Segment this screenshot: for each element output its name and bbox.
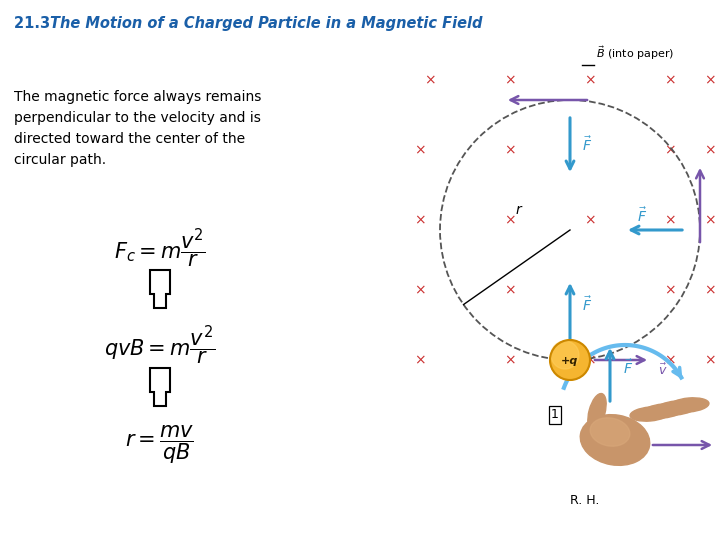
Text: $\vec{B}$ (into paper): $\vec{B}$ (into paper) xyxy=(596,44,674,62)
Text: ×: × xyxy=(704,73,716,87)
Text: ×: × xyxy=(424,73,436,87)
Text: ×: × xyxy=(504,143,516,157)
Text: r: r xyxy=(515,203,521,217)
Text: The magnetic force always remains
perpendicular to the velocity and is
directed : The magnetic force always remains perpen… xyxy=(14,90,261,167)
Text: ×: × xyxy=(664,143,676,157)
Text: ×: × xyxy=(504,213,516,227)
Text: ×: × xyxy=(504,283,516,297)
Text: The Motion of a Charged Particle in a Magnetic Field: The Motion of a Charged Particle in a Ma… xyxy=(50,16,482,31)
Circle shape xyxy=(550,340,590,380)
Text: ×: × xyxy=(584,353,596,367)
Ellipse shape xyxy=(588,394,606,430)
Text: $\vec{v}$: $\vec{v}$ xyxy=(658,362,667,377)
Ellipse shape xyxy=(630,407,670,421)
Text: ×: × xyxy=(664,283,676,297)
Text: +q: +q xyxy=(562,356,579,366)
Text: $\vec{F}$: $\vec{F}$ xyxy=(582,296,592,314)
Text: $F_c = m\dfrac{v^2}{r}$: $F_c = m\dfrac{v^2}{r}$ xyxy=(114,226,206,270)
Text: ×: × xyxy=(414,283,426,297)
Text: 21.3: 21.3 xyxy=(14,16,55,31)
Text: ×: × xyxy=(504,353,516,367)
Text: ×: × xyxy=(584,73,596,87)
Text: R. H.: R. H. xyxy=(570,494,600,507)
Circle shape xyxy=(551,341,579,369)
Ellipse shape xyxy=(669,398,709,412)
Polygon shape xyxy=(150,270,170,308)
Text: ×: × xyxy=(664,353,676,367)
Text: 1: 1 xyxy=(551,408,559,422)
Text: $r = \dfrac{mv}{qB}$: $r = \dfrac{mv}{qB}$ xyxy=(125,424,194,466)
Text: ×: × xyxy=(584,213,596,227)
Text: ×: × xyxy=(704,283,716,297)
Text: $\vec{F}$: $\vec{F}$ xyxy=(582,136,592,154)
Ellipse shape xyxy=(656,401,696,415)
Text: ×: × xyxy=(414,213,426,227)
Ellipse shape xyxy=(580,415,649,465)
Polygon shape xyxy=(150,368,170,406)
Text: ×: × xyxy=(504,73,516,87)
Ellipse shape xyxy=(643,404,683,418)
Text: ×: × xyxy=(704,213,716,227)
Text: ×: × xyxy=(414,353,426,367)
Text: ×: × xyxy=(664,213,676,227)
Text: ×: × xyxy=(414,143,426,157)
Text: $\vec{F}$: $\vec{F}$ xyxy=(623,359,633,377)
Text: ×: × xyxy=(664,73,676,87)
Text: $\vec{F}$: $\vec{F}$ xyxy=(637,207,647,225)
Ellipse shape xyxy=(590,418,630,446)
Text: ×: × xyxy=(704,353,716,367)
Text: $qvB = m\dfrac{v^2}{r}$: $qvB = m\dfrac{v^2}{r}$ xyxy=(104,323,215,367)
Text: ×: × xyxy=(704,143,716,157)
